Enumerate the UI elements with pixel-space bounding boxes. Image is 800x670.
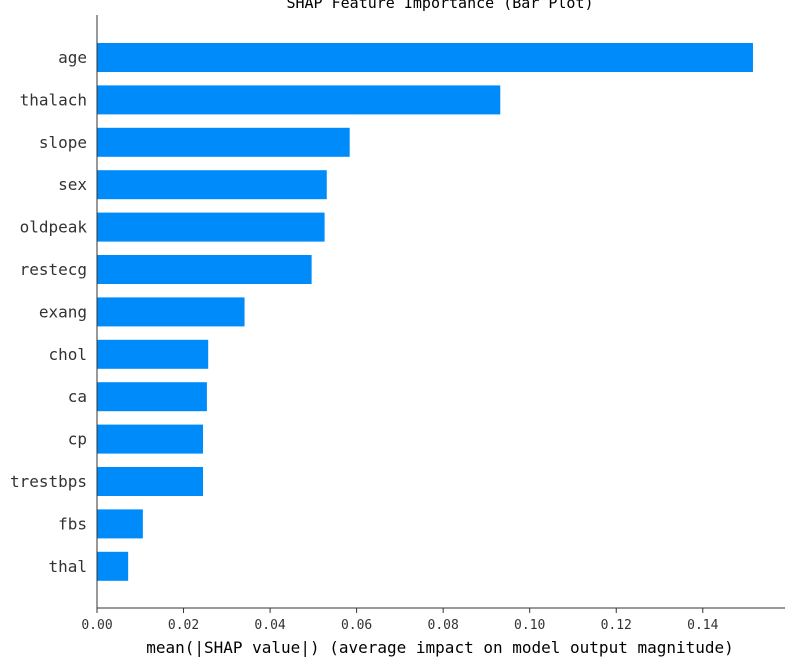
category-labels-group: age thalach slope sex oldpeak restecg exang cho… xyxy=(10,48,87,576)
bar-slope xyxy=(97,127,350,157)
x-axis-title: mean(|SHAP value|) (average impact on mo… xyxy=(146,638,734,657)
category-label-thalach: thalach xyxy=(20,90,87,109)
bar-oldpeak xyxy=(97,212,325,242)
x-tick-label: 0.04 xyxy=(254,618,285,633)
category-label-cp: cp xyxy=(68,430,87,449)
bars-group xyxy=(97,43,753,581)
x-tick-label: 0.00 xyxy=(81,618,112,633)
x-tick-label: 0.10 xyxy=(514,618,545,633)
x-ticks-group: 0.00 0.02 0.04 0.06 0.08 0.10 0.12 0.14 xyxy=(81,608,719,633)
bar-chol xyxy=(97,339,209,369)
bar-exang xyxy=(97,297,245,327)
category-label-trestbps: trestbps xyxy=(10,472,87,491)
category-label-slope: slope xyxy=(39,133,87,152)
x-tick-label: 0.12 xyxy=(601,618,632,633)
bar-restecg xyxy=(97,255,312,284)
category-label-restecg: restecg xyxy=(20,260,87,279)
x-tick-label: 0.06 xyxy=(341,618,372,633)
bar-age xyxy=(97,43,753,72)
category-label-exang: exang xyxy=(39,302,87,321)
bar-trestbps xyxy=(97,467,204,496)
category-label-fbs: fbs xyxy=(58,514,87,533)
bar-thal xyxy=(97,551,129,581)
x-tick-label: 0.02 xyxy=(168,618,199,633)
category-label-age: age xyxy=(58,48,87,67)
bar-fbs xyxy=(97,509,143,539)
bar-sex xyxy=(97,170,327,200)
category-label-sex: sex xyxy=(58,175,87,194)
bar-thalach xyxy=(97,85,501,115)
category-label-thal: thal xyxy=(48,557,87,576)
chart-title: SHAP Feature Importance (Bar Plot) xyxy=(286,0,593,12)
x-tick-label: 0.08 xyxy=(428,618,459,633)
bar-ca xyxy=(97,382,207,412)
category-label-chol: chol xyxy=(48,345,87,364)
x-tick-label: 0.14 xyxy=(687,618,718,633)
category-label-ca: ca xyxy=(68,387,87,406)
category-label-oldpeak: oldpeak xyxy=(20,218,88,237)
bar-cp xyxy=(97,424,204,454)
